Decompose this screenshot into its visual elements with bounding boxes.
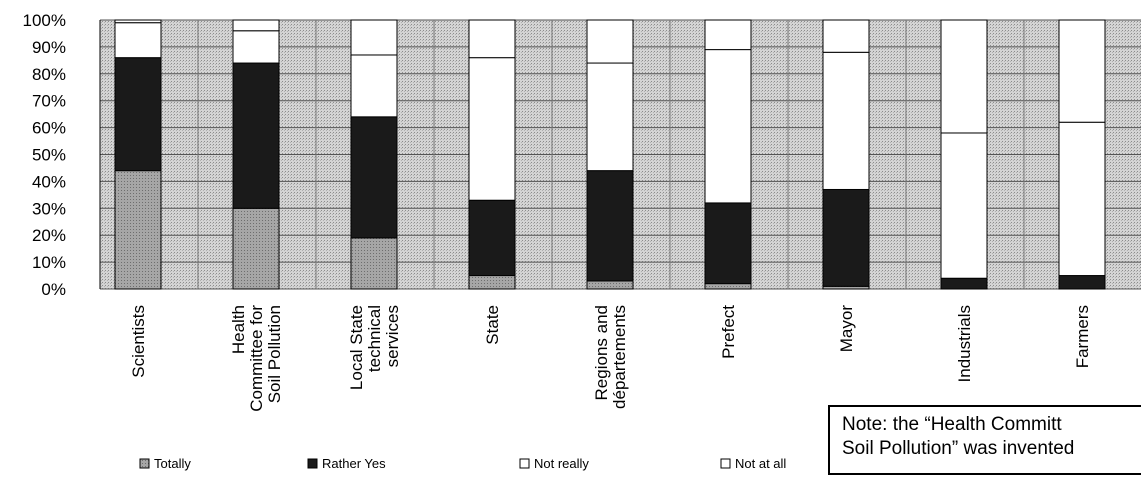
bar-segment-rather-yes (1058, 275, 1106, 290)
x-tick-label: Industrials (955, 305, 974, 382)
bar-segment-rather-yes (822, 188, 870, 287)
y-tick-label: 10% (32, 253, 66, 272)
x-tick-label: Regions and (592, 305, 611, 400)
legend-label: Not at all (735, 456, 786, 471)
bar-segment-totally (350, 237, 398, 290)
bars (114, 19, 1106, 290)
bar-segment-not-really (468, 57, 516, 201)
bar-segment-not-at-all (232, 19, 280, 32)
bar-segment-totally (114, 170, 162, 290)
note-line-1: Note: the “Health Committ (842, 414, 1062, 435)
bar-segment-not-really (114, 22, 162, 59)
x-tick-label: Health (229, 305, 248, 354)
x-tick-label: technical (365, 305, 384, 372)
bar-segment-totally (468, 275, 516, 290)
bar-segment-rather-yes (232, 62, 280, 209)
bar-segment-not-at-all (350, 19, 398, 56)
x-axis: Scientists Health Committee for Soil Pollut… (129, 305, 1092, 412)
bar-segment-not-at-all (468, 19, 516, 59)
x-tick-label: Mayor (837, 305, 856, 353)
y-tick-label: 0% (41, 280, 66, 299)
bar-segment-rather-yes (586, 170, 634, 282)
bar-segment-totally (704, 283, 752, 290)
legend: Totally Rather Yes Not really Not at all (139, 456, 786, 471)
y-tick-label: 70% (32, 92, 66, 111)
x-tick-label: Local State (347, 305, 366, 390)
y-tick-label: 20% (32, 226, 66, 245)
y-tick-label: 100% (23, 11, 66, 30)
y-tick-label: 90% (32, 38, 66, 57)
legend-swatch (720, 458, 731, 469)
note-line-2: Soil Pollution” was invented (842, 438, 1075, 459)
bar-segment-not-at-all (822, 19, 870, 53)
bar-segment-rather-yes (350, 116, 398, 239)
x-tick-label: Soil Pollution (265, 305, 284, 403)
bar-segment-rather-yes (704, 202, 752, 285)
bar-segment-not-really (940, 132, 988, 279)
y-tick-label: 30% (32, 199, 66, 218)
note-box: Note: the “Health Committ Soil Pollution… (828, 405, 1141, 475)
bar-segment-not-really (1058, 121, 1106, 277)
x-tick-label: Prefect (719, 305, 738, 359)
x-tick-label: Scientists (129, 305, 148, 378)
x-tick-label: Committee for (247, 305, 266, 412)
bar-segment-not-at-all (704, 19, 752, 51)
bar-segment-not-really (350, 54, 398, 118)
bar-segment-totally (232, 207, 280, 290)
y-tick-label: 80% (32, 65, 66, 84)
y-tick-label: 50% (32, 146, 66, 165)
bar-segment-not-really (586, 62, 634, 172)
bar-segment-not-at-all (114, 19, 162, 24)
x-tick-label: State (483, 305, 502, 345)
bar-segment-rather-yes (114, 57, 162, 172)
y-tick-label: 40% (32, 172, 66, 191)
bar-segment-not-really (704, 49, 752, 204)
legend-swatch (307, 458, 318, 469)
bar-segment-not-really (232, 30, 280, 64)
x-tick-label: Farmers (1073, 305, 1092, 368)
legend-swatch (139, 458, 150, 469)
bar-segment-rather-yes (940, 277, 988, 290)
bar-segment-not-at-all (1058, 19, 1106, 123)
bar-segment-totally (586, 280, 634, 290)
bar-segment-not-really (822, 51, 870, 190)
legend-label: Not really (534, 456, 589, 471)
bar-segment-not-at-all (586, 19, 634, 64)
x-tick-label: services (383, 305, 402, 367)
y-tick-label: 60% (32, 119, 66, 138)
legend-label: Rather Yes (322, 456, 386, 471)
bar-segment-rather-yes (468, 199, 516, 277)
y-axis: 0% 10% 20% 30% 40% 50% 60% 70% 80% 90% 100% (23, 11, 101, 299)
bar-segment-not-at-all (940, 19, 988, 134)
x-tick-label: départements (610, 305, 629, 409)
legend-swatch (519, 458, 530, 469)
legend-label: Totally (154, 456, 191, 471)
